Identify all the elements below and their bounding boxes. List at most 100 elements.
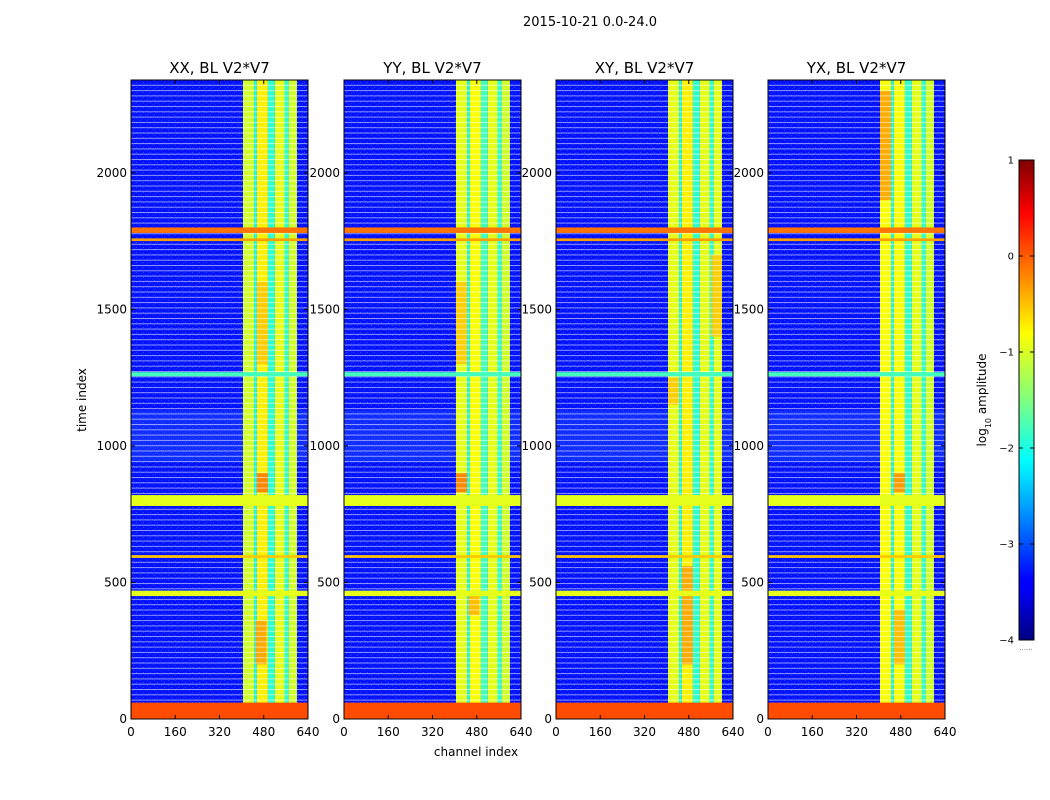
colorbar-tick-label: −1: [999, 348, 1014, 359]
flagged-row: [556, 372, 733, 377]
flagged-row: [768, 495, 945, 506]
heatmap-image: [131, 80, 308, 719]
flagged-row: [131, 555, 308, 558]
colorbar-tick-label: −4: [999, 636, 1014, 647]
y-tick-label: 500: [529, 575, 552, 589]
flagged-row: [131, 227, 308, 233]
x-tick-label: 0: [552, 725, 560, 739]
x-tick-label: 320: [633, 725, 656, 739]
y-tick-label: 1500: [733, 302, 764, 316]
heatmap-panel-2: YY, BL V2*V7 0 160 320 480 640 0 500 1000 1500 200…: [309, 59, 532, 739]
x-tick-label: 320: [845, 725, 868, 739]
flagged-row: [768, 372, 945, 377]
y-tick-label: 2000: [309, 166, 340, 180]
y-tick-label: 1500: [521, 302, 552, 316]
x-tick-label: 640: [297, 725, 320, 739]
heatmap-image: [768, 80, 945, 719]
y-tick-label: 1500: [96, 302, 127, 316]
colorbar-extra-label: ......: [1019, 644, 1032, 652]
heatmap-panel-4: YX, BL V2*V7 0 160 320 480 640 0 500 1000 1500 200…: [733, 59, 956, 739]
x-axis-label: channel index: [434, 745, 518, 759]
y-tick-label: 0: [332, 712, 340, 726]
x-tick-label: 640: [510, 725, 533, 739]
heatmap-image: [344, 80, 521, 719]
flagged-row: [344, 702, 521, 719]
flagged-row: [768, 227, 945, 233]
x-tick-label: 640: [722, 725, 745, 739]
flagged-row: [768, 702, 945, 719]
heatmap-image: [556, 80, 733, 719]
x-tick-label: 320: [421, 725, 444, 739]
y-tick-label: 1500: [309, 302, 340, 316]
x-tick-label: 160: [801, 725, 824, 739]
colorbar: 1 0 −1 −2 −3 −4 log10 amplitude ......: [975, 156, 1035, 652]
flagged-row: [131, 702, 308, 719]
y-tick-label: 2000: [96, 166, 127, 180]
flagged-row: [556, 555, 733, 558]
y-tick-label: 1000: [521, 439, 552, 453]
heatmap-row-stripes: [131, 80, 308, 719]
y-tick-label: 0: [119, 712, 127, 726]
x-tick-label: 0: [127, 725, 135, 739]
flagged-row: [131, 372, 308, 377]
y-tick-label: 0: [756, 712, 764, 726]
flagged-row: [131, 590, 308, 597]
y-tick-label: 1000: [309, 439, 340, 453]
panel-title: XY, BL V2*V7: [595, 59, 695, 77]
y-tick-label: 500: [104, 575, 127, 589]
y-tick-label: 2000: [733, 166, 764, 180]
panel-title: XX, BL V2*V7: [169, 59, 270, 77]
flagged-row: [344, 555, 521, 558]
y-tick-label: 0: [544, 712, 552, 726]
colorbar-tick-label: −2: [999, 444, 1014, 455]
x-tick-label: 480: [889, 725, 912, 739]
x-tick-label: 640: [934, 725, 957, 739]
flagged-row: [344, 590, 521, 597]
flagged-row: [344, 227, 521, 233]
x-tick-label: 480: [677, 725, 700, 739]
x-tick-label: 160: [164, 725, 187, 739]
heatmap-panel-3: XY, BL V2*V7 0 160 320 480 640 0 500 1000 1500 200…: [521, 59, 744, 739]
figure-suptitle: 2015-10-21 0.0-24.0: [523, 15, 657, 30]
heatmap-panels: XX, BL V2*V7 0 160 320 480 640 0 500 1000 1500 200…: [96, 59, 956, 739]
colorbar-ticks: 1 0 −1 −2 −3 −4: [999, 156, 1034, 647]
x-tick-label: 480: [465, 725, 488, 739]
heatmap-panel-1: XX, BL V2*V7 0 160 320 480 640 0 500 1000 1500 200…: [96, 59, 319, 739]
colorbar-tick-label: 1: [1008, 156, 1014, 167]
colorbar-tick-label: 0: [1008, 252, 1014, 263]
heatmap-row-stripes: [556, 80, 733, 719]
flagged-row: [556, 702, 733, 719]
x-tick-label: 320: [208, 725, 231, 739]
flagged-row: [768, 555, 945, 558]
x-tick-label: 480: [252, 725, 275, 739]
x-tick-label: 160: [589, 725, 612, 739]
flagged-row: [556, 238, 733, 242]
flagged-row: [556, 495, 733, 506]
colorbar-gradient: [1018, 159, 1035, 641]
heatmap-row-stripes: [344, 80, 521, 719]
y-tick-label: 500: [317, 575, 340, 589]
y-tick-label: 1000: [96, 439, 127, 453]
y-tick-label: 2000: [521, 166, 552, 180]
flagged-row: [556, 590, 733, 597]
flagged-row: [344, 372, 521, 377]
panel-title: YY, BL V2*V7: [382, 59, 481, 77]
y-axis-label: time index: [75, 368, 89, 432]
x-tick-label: 0: [764, 725, 772, 739]
flagged-row: [556, 227, 733, 233]
flagged-row: [131, 238, 308, 242]
x-tick-label: 0: [340, 725, 348, 739]
flagged-row: [768, 590, 945, 597]
flagged-row: [768, 238, 945, 242]
x-tick-label: 160: [377, 725, 400, 739]
panel-title: YX, BL V2*V7: [806, 59, 907, 77]
colorbar-tick-label: −3: [999, 540, 1014, 551]
heatmap-row-stripes: [768, 80, 945, 719]
y-tick-label: 1000: [733, 439, 764, 453]
y-tick-label: 500: [741, 575, 764, 589]
flagged-row: [131, 495, 308, 506]
flagged-row: [344, 238, 521, 242]
flagged-row: [344, 495, 521, 506]
colorbar-label: log10 amplitude: [975, 354, 993, 447]
